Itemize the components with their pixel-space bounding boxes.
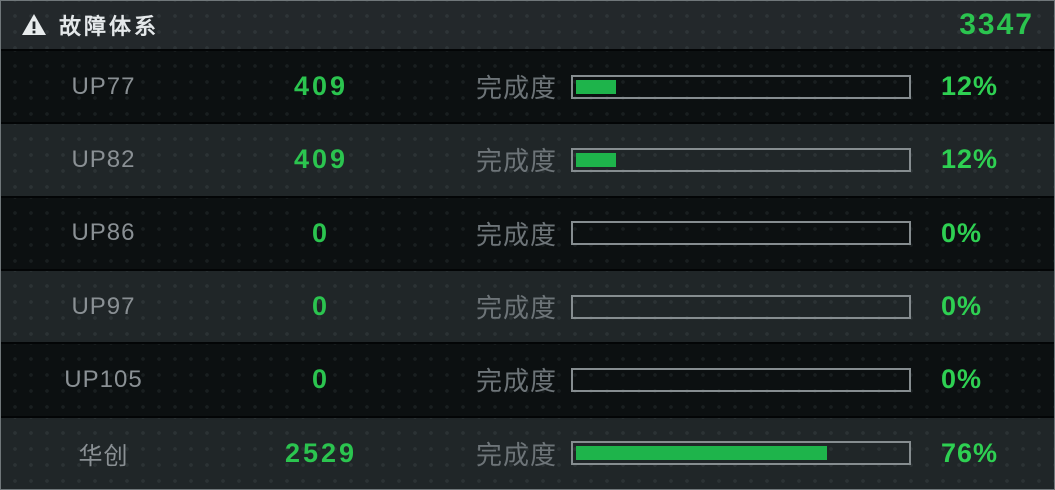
row-percent-label: 0% xyxy=(941,364,983,395)
table-row: UP105 0 完成度 0% xyxy=(1,342,1054,416)
progress-bar-track xyxy=(571,147,911,172)
row-name-label: UP77 xyxy=(71,72,136,100)
progress-bar-fill xyxy=(576,446,827,461)
row-percent-label: 76% xyxy=(941,437,999,468)
table-row: 华创 2529 完成度 76% xyxy=(1,415,1054,489)
row-value: 0 xyxy=(311,291,331,322)
progress-bar-track xyxy=(571,221,911,246)
row-value: 0 xyxy=(311,217,331,248)
row-value: 409 xyxy=(293,144,349,175)
progress-bar-track xyxy=(571,441,911,466)
progress-caption: 完成度 xyxy=(475,219,557,250)
progress-bar xyxy=(571,221,911,246)
progress-bar xyxy=(571,367,911,392)
progress-bar-fill xyxy=(576,79,616,94)
progress-bar-track xyxy=(571,367,911,392)
row-percent-label: 12% xyxy=(941,71,999,102)
warning-icon xyxy=(21,13,47,37)
row-name-label: 华创 xyxy=(78,442,129,470)
progress-caption: 完成度 xyxy=(475,439,557,470)
progress-bar-fill xyxy=(576,152,616,167)
progress-caption: 完成度 xyxy=(475,146,557,177)
row-name-label: UP105 xyxy=(64,365,143,393)
progress-bar-track xyxy=(571,74,911,99)
table-row: UP97 0 完成度 0% xyxy=(1,268,1054,343)
row-percent-label: 0% xyxy=(941,217,983,248)
table-row: UP86 0 完成度 0% xyxy=(1,195,1054,269)
progress-caption: 完成度 xyxy=(475,293,557,324)
row-percent-label: 12% xyxy=(941,144,999,175)
progress-caption: 完成度 xyxy=(475,73,557,104)
row-value: 2529 xyxy=(284,437,358,468)
row-value: 409 xyxy=(293,71,349,102)
panel-title: 故障体系 xyxy=(59,14,160,39)
table-row: UP82 409 完成度 12% xyxy=(1,122,1054,196)
progress-bar xyxy=(571,441,911,466)
rows-container: UP77 409 完成度 12% UP82 409 完成度 12% UP86 0 完成度 0% UP97… xyxy=(1,49,1054,489)
table-row: UP77 409 完成度 12% xyxy=(1,49,1054,123)
progress-caption: 完成度 xyxy=(475,366,557,397)
row-name-label: UP86 xyxy=(71,219,136,247)
row-value: 0 xyxy=(311,364,331,395)
panel-total-value: 3347 xyxy=(959,8,1034,41)
progress-bar xyxy=(571,147,911,172)
row-percent-label: 0% xyxy=(941,291,983,322)
progress-bar xyxy=(571,294,911,319)
progress-bar-track xyxy=(571,294,911,319)
row-name-label: UP82 xyxy=(71,145,136,173)
panel-header: 故障体系 3347 xyxy=(1,1,1054,49)
progress-bar xyxy=(571,74,911,99)
row-name-label: UP97 xyxy=(71,292,136,320)
